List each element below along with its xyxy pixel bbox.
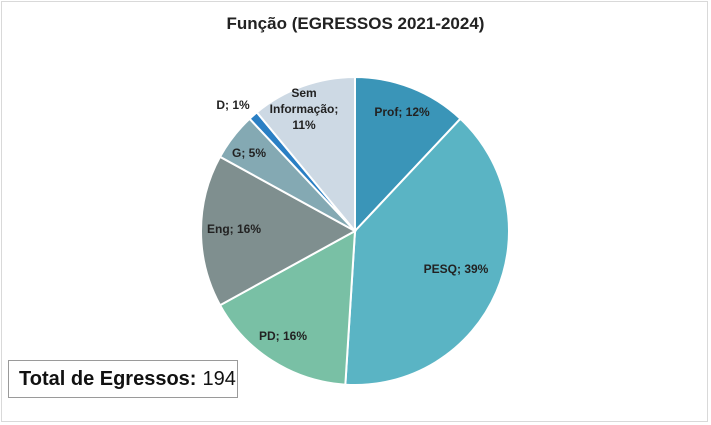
pie-slice-prof: [354, 75, 462, 234]
pie-labels: Prof; 12% PESQ; 39% PD; 16% Eng; 16% G; 5% D;…: [207, 86, 489, 343]
pie-slice-sem-informa-o: [255, 75, 356, 234]
total-value: 194: [202, 367, 236, 390]
slice-label-prof: Prof; 12%: [374, 105, 430, 119]
total-egressos-box: Total de Egressos: 194: [8, 360, 238, 398]
pie-slice-pd: [218, 229, 357, 386]
chart-title: Função (EGRESSOS 2021-2024): [226, 14, 485, 33]
total-label: Total de Egressos:: [19, 367, 197, 390]
slice-label-g: G; 5%: [232, 146, 266, 160]
slice-label-pesq: PESQ; 39%: [424, 262, 489, 276]
pie-slices: [200, 75, 510, 387]
slice-label-eng: Eng; 16%: [207, 222, 261, 236]
pie-slice-pesq: [344, 117, 510, 387]
pie-slice-eng: [200, 155, 358, 307]
slice-label-pd: PD; 16%: [259, 329, 307, 343]
slice-label-sem-informa-o: Sem Informação; 11%: [270, 86, 339, 132]
slice-label-d: D; 1%: [216, 98, 250, 112]
